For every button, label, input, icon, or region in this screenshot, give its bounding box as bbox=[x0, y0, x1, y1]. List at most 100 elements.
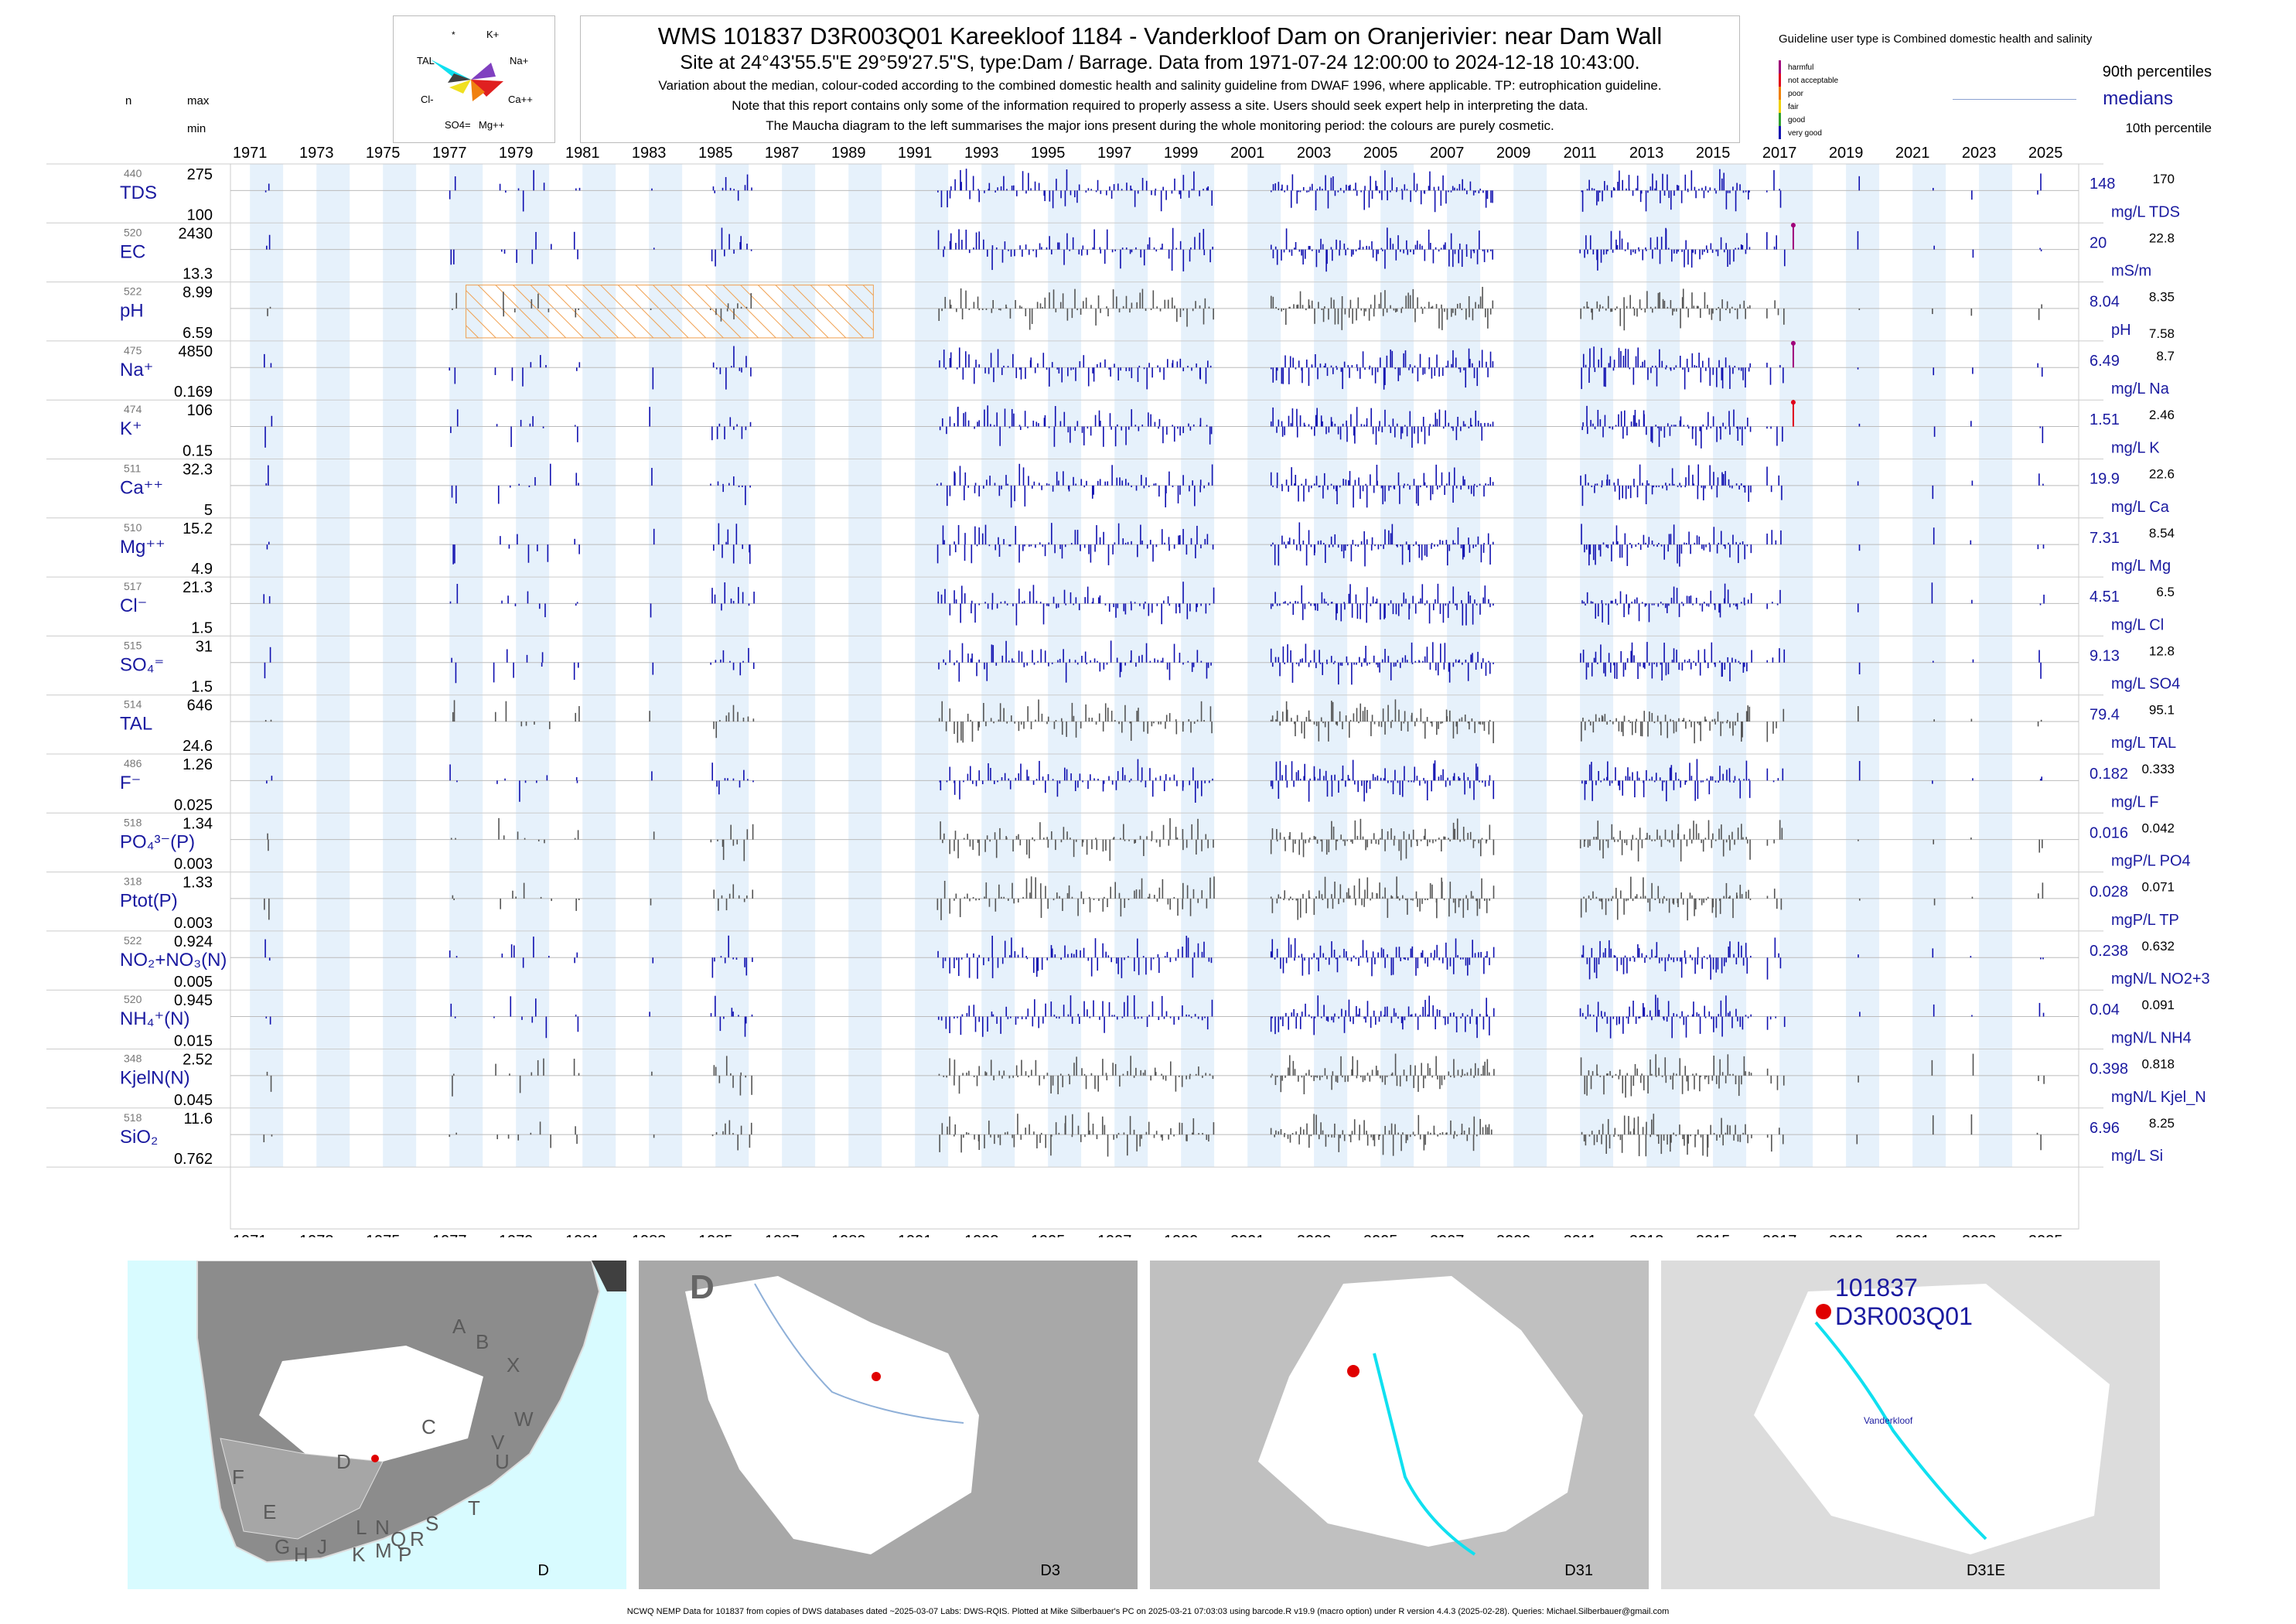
barcode-chart: 1971 1971 1973 1973 1975 1975 1977 1977 1979 1979… bbox=[46, 145, 2210, 1237]
year-label-top: 2017 bbox=[1762, 145, 1797, 162]
panel-p10: 7.58 bbox=[2149, 326, 2175, 341]
legend-swatch bbox=[1779, 60, 1781, 73]
panel-max: 31 bbox=[196, 638, 213, 655]
panel-median: 9.13 bbox=[2090, 647, 2120, 664]
map-region-label: D bbox=[336, 1450, 351, 1473]
panel-p90: 8.35 bbox=[2149, 290, 2175, 305]
legend-swatch bbox=[1779, 87, 1781, 100]
panel-unit: mg/L TDS bbox=[2111, 203, 2180, 220]
maucha-ca-segment bbox=[471, 80, 503, 97]
panel-n: 522 bbox=[124, 934, 142, 947]
panel-n: 348 bbox=[124, 1053, 142, 1065]
year-label-bottom: 1975 bbox=[366, 1233, 401, 1237]
panel-n: 474 bbox=[124, 403, 142, 415]
year-label-bottom: 2003 bbox=[1297, 1233, 1332, 1237]
page-title: WMS 101837 D3R003Q01 Kareekloof 1184 - V… bbox=[657, 22, 1663, 49]
panel-max: 1.33 bbox=[183, 875, 213, 892]
year-band bbox=[915, 164, 949, 1168]
panel-p90: 2.46 bbox=[2149, 408, 2175, 422]
year-label-bottom: 2015 bbox=[1696, 1233, 1731, 1237]
map-region-label: T bbox=[468, 1496, 480, 1520]
panel-min: 0.169 bbox=[174, 384, 213, 401]
panel-unit: mS/m bbox=[2111, 263, 2151, 280]
year-label-top: 2013 bbox=[1629, 145, 1664, 162]
panel-unit: pH bbox=[2111, 322, 2131, 339]
panel-median: 19.9 bbox=[2090, 471, 2120, 488]
panel-label: NH₄⁺(N) bbox=[120, 1008, 189, 1029]
title-box: WMS 101837 D3R003Q01 Kareekloof 1184 - V… bbox=[580, 15, 1740, 143]
panel-p90: 0.333 bbox=[2141, 762, 2175, 776]
map-region-label: L bbox=[356, 1516, 367, 1539]
maucha-label-mg: Mg++ bbox=[479, 119, 504, 131]
panel-label: Ca⁺⁺ bbox=[120, 478, 163, 499]
year-label-top: 1985 bbox=[698, 145, 733, 162]
panel-unit: mgP/L TP bbox=[2111, 912, 2179, 929]
year-band bbox=[1247, 164, 1281, 1168]
year-label-top: 1983 bbox=[632, 145, 667, 162]
legend-swatch bbox=[1779, 126, 1781, 139]
year-band bbox=[250, 164, 284, 1168]
panel-p90: 0.632 bbox=[2141, 939, 2175, 954]
panel-max: 8.99 bbox=[183, 285, 213, 302]
map-region-label: M bbox=[375, 1539, 392, 1562]
year-label-top: 1979 bbox=[499, 145, 534, 162]
panel-label: KjelN(N) bbox=[120, 1068, 190, 1089]
year-label-top: 1993 bbox=[964, 145, 999, 162]
legend-classes: harmful not acceptable poor fair good very go… bbox=[1779, 60, 1933, 161]
panel-min: 0.005 bbox=[174, 974, 213, 991]
year-label-top: 1971 bbox=[233, 145, 268, 162]
maucha-label-so4: SO4= bbox=[445, 119, 471, 131]
panel-label: Ptot(P) bbox=[120, 891, 178, 912]
year-label-bottom: 2011 bbox=[1564, 1233, 1597, 1237]
map-region-label: U bbox=[495, 1450, 510, 1473]
year-label-bottom: 1979 bbox=[499, 1233, 534, 1237]
year-label-bottom: 2001 bbox=[1230, 1233, 1265, 1237]
panel-n: 514 bbox=[124, 698, 142, 711]
year-label-top: 2015 bbox=[1696, 145, 1731, 162]
year-label-top: 2007 bbox=[1430, 145, 1465, 162]
panel-min: 0.015 bbox=[174, 1033, 213, 1050]
year-label-bottom: 1987 bbox=[765, 1233, 800, 1237]
panel-max: 4850 bbox=[179, 343, 213, 360]
panel-p90: 12.8 bbox=[2149, 643, 2175, 658]
maucha-label-na: Na+ bbox=[510, 55, 528, 67]
panel-unit: mgN/L Kjel_N bbox=[2111, 1089, 2206, 1106]
panel-median: 0.238 bbox=[2090, 943, 2128, 960]
panel-p90: 0.091 bbox=[2141, 998, 2175, 1012]
year-label-bottom: 1995 bbox=[1031, 1233, 1066, 1237]
year-label-bottom: 1971 bbox=[233, 1233, 268, 1237]
outlier-marker bbox=[1790, 400, 1796, 405]
legend-class-label: fair bbox=[1788, 103, 1800, 111]
legend-median-line bbox=[1953, 99, 2076, 100]
map-region-label: B bbox=[476, 1330, 490, 1353]
map2-caption: D3 bbox=[1040, 1562, 1060, 1579]
panel-max: 2430 bbox=[179, 225, 213, 242]
legend-class-label: very good bbox=[1788, 129, 1822, 138]
maucha-so4-segment bbox=[449, 80, 471, 94]
panel-unit: mg/L F bbox=[2111, 793, 2159, 810]
panel-min: 6.59 bbox=[183, 325, 213, 342]
map3-caption: D31 bbox=[1564, 1562, 1593, 1579]
year-band bbox=[1846, 164, 1880, 1168]
panel-median: 0.398 bbox=[2090, 1061, 2128, 1078]
panel-max: 1.26 bbox=[183, 756, 213, 773]
panel-n: 518 bbox=[124, 1111, 142, 1124]
panel-max: 15.2 bbox=[183, 520, 213, 537]
panel-min: 5 bbox=[204, 502, 213, 519]
maucha-label-star: * bbox=[452, 29, 455, 40]
panel-unit: mgN/L NO2+3 bbox=[2111, 971, 2210, 988]
year-label-top: 2005 bbox=[1363, 145, 1398, 162]
footer: NCWQ NEMP Data for 101837 from copies of… bbox=[626, 1607, 1670, 1616]
year-label-bottom: 1981 bbox=[565, 1233, 600, 1237]
panel-median: 20 bbox=[2090, 234, 2107, 251]
panel-median: 0.182 bbox=[2090, 766, 2128, 783]
year-label-bottom: 2017 bbox=[1762, 1233, 1797, 1237]
panel-p90: 22.6 bbox=[2149, 467, 2175, 482]
legend-medians: medians bbox=[2103, 88, 2173, 109]
panel-label: pH bbox=[120, 301, 144, 322]
panel-label: Mg⁺⁺ bbox=[120, 537, 165, 558]
panel-unit: mg/L Si bbox=[2111, 1148, 2163, 1165]
panel-median: 4.51 bbox=[2090, 589, 2120, 606]
maucha-diagram: * K+ TAL Na+ Cl- Ca++ SO4= Mg++ bbox=[393, 15, 555, 143]
